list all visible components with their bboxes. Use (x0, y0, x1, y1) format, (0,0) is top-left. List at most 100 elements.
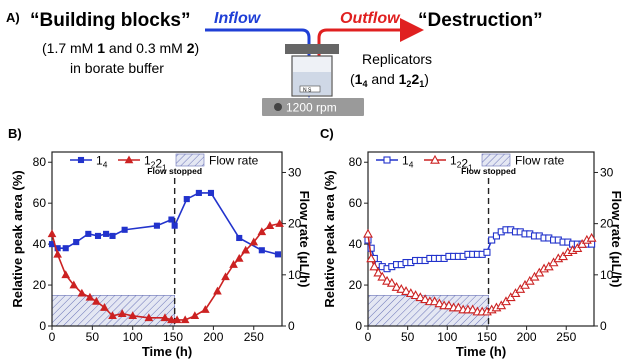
x-axis-label: Time (h) (142, 344, 192, 359)
y2-tick-label: 30 (600, 165, 614, 179)
data-point-1 (221, 272, 230, 281)
x-tick-label: 150 (163, 330, 183, 344)
y-axis-label: Relative peak area (%) (10, 170, 25, 307)
data-point-0 (236, 234, 243, 242)
y2-tick-label: 20 (288, 217, 302, 231)
x-tick-label: 50 (401, 330, 415, 344)
data-point-0 (207, 189, 215, 196)
y2-axis-label: Flow rate (μL/h) (297, 191, 312, 288)
y-tick-label: 20 (33, 278, 47, 292)
data-point-0 (103, 230, 110, 237)
data-point-1 (234, 253, 244, 262)
legend-marker-1 (430, 154, 440, 164)
data-point-1 (144, 313, 154, 322)
data-point-1 (391, 281, 402, 291)
inflow-arrow (205, 28, 321, 98)
y-tick-label: 20 (349, 278, 363, 292)
data-point-1 (100, 303, 109, 311)
data-point-1 (366, 253, 377, 263)
data-point-1 (172, 315, 182, 324)
data-point-1 (420, 294, 431, 304)
x-tick-label: 0 (365, 330, 372, 344)
x-axis-label: Time (h) (456, 344, 506, 359)
data-point-0 (94, 232, 102, 239)
legend-flow-swatch (481, 153, 511, 167)
data-point-1 (213, 286, 222, 295)
series-line-0 (51, 192, 279, 256)
plot-frame (51, 151, 283, 327)
flow-stopped-label: Flow stopped (147, 166, 202, 176)
data-point-1 (275, 219, 284, 227)
data-point-1 (586, 232, 597, 242)
y-tick-label: 80 (33, 155, 47, 169)
y-axis-label: Relative peak area (%) (322, 170, 337, 307)
legend-label-0: 14 (402, 154, 414, 170)
data-point-0 (171, 222, 178, 229)
outflow-arrow (317, 18, 424, 90)
data-point-0 (73, 239, 80, 246)
legend-label-1: 1221 (450, 154, 473, 173)
data-point-1 (257, 227, 267, 236)
data-point-0 (85, 230, 92, 237)
data-point-1 (77, 288, 87, 297)
y2-axis-label: Flow rate (μL/h) (609, 191, 624, 288)
data-point-1 (190, 311, 200, 320)
replicators-title: Replicators (362, 51, 432, 67)
data-point-0 (109, 232, 116, 239)
data-point-1 (363, 228, 373, 238)
flow-rate-area (51, 294, 175, 327)
data-point-0 (258, 247, 265, 254)
vial-cap (285, 44, 339, 54)
x-tick-label: 250 (244, 330, 264, 344)
y-tick-label: 60 (349, 196, 363, 210)
data-point-1 (69, 280, 79, 289)
data-point-1 (61, 270, 71, 279)
legend-flow-label: Flow rate (515, 154, 565, 168)
legend-marker-0 (383, 156, 391, 164)
chart-c: C) 0 50 100 150 200 250 0 20 40 60 80 0 10 20 30 Time (h… (320, 126, 624, 359)
data-point-1 (160, 313, 170, 322)
data-point-1 (382, 275, 392, 285)
building-blocks-title: “Building blocks” (30, 10, 190, 31)
data-point-1 (167, 315, 176, 324)
y2-tick-label: 10 (600, 268, 614, 282)
data-point-0 (168, 216, 175, 223)
stir-bar-mark: N S (303, 88, 312, 94)
concentration-line: (1.7 mM 1 and 0.3 mM 2) (42, 40, 199, 56)
schematic-panel: A) “Building blocks” (1.7 mM 1 and 0.3 m… (6, 10, 543, 116)
y2-tick-label: 10 (288, 268, 302, 282)
data-point-1 (128, 311, 138, 320)
data-point-1 (108, 311, 117, 320)
stirrer-speed: 1200 rpm (286, 101, 337, 115)
data-point-1 (453, 302, 464, 312)
data-point-1 (180, 315, 190, 324)
y-tick-label: 60 (33, 196, 47, 210)
stirrer-plate (262, 98, 364, 116)
y-tick-label: 40 (33, 237, 47, 251)
y-tick-label: 80 (349, 155, 363, 169)
data-point-1 (53, 249, 62, 258)
data-point-0 (483, 248, 491, 256)
data-point-0 (195, 189, 202, 196)
data-point-1 (401, 286, 411, 295)
x-tick-label: 250 (556, 330, 576, 344)
data-point-0 (183, 196, 190, 203)
data-point-1 (117, 309, 127, 317)
panel-a-label: A) (6, 10, 20, 25)
data-point-1 (47, 229, 57, 238)
flow-stopped-label: Flow stopped (461, 166, 516, 176)
data-point-1 (85, 292, 95, 301)
inflow-label: Inflow (214, 10, 262, 27)
data-point-1 (467, 304, 478, 314)
legend-label-0: 14 (96, 154, 108, 170)
data-point-0 (492, 232, 501, 240)
data-point-1 (386, 277, 397, 287)
destruction-title: “Destruction” (418, 10, 543, 31)
data-point-1 (200, 305, 210, 313)
panel-label: B) (8, 126, 22, 141)
y-tick-label: 40 (349, 237, 363, 251)
data-point-1 (434, 298, 445, 308)
data-point-0 (153, 222, 160, 229)
chart-b: B) 0 50 100 150 200 250 0 20 40 60 80 0 10 20 30 Time (h… (8, 126, 312, 359)
legend-flow-label: Flow rate (209, 154, 259, 168)
